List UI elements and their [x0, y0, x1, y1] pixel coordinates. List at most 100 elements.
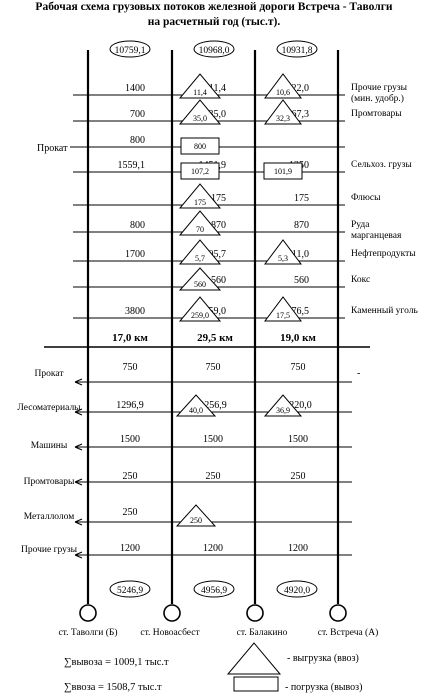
station-circle-1 [163, 604, 181, 622]
upper-row-7-value-2: 560 [294, 275, 309, 286]
upper-row-3-value-0: 1559,1 [118, 160, 146, 171]
upper-row-label-0-1: (мин. удобр.) [351, 93, 404, 104]
upper-row-label-5-1: марганцевая [351, 231, 402, 241]
title-line-2: на расчетный год (тыс.т). [147, 16, 281, 28]
upper-row-8-value-0: 3800 [125, 306, 145, 317]
lower-row-1-triangle-0-value: 40,0 [189, 406, 203, 415]
lower-row-label-2: Машины [31, 441, 68, 451]
upper-row-6-triangle-0-value: 5,7 [195, 254, 205, 263]
legend-sum-out: ∑вывоза = 1009,1 тыс.т [64, 657, 169, 668]
lower-dash: - [357, 368, 360, 379]
bottom-total-ellipse-2 [276, 580, 318, 598]
lower-row-label-3: Промтовары [24, 477, 75, 487]
upper-row-0-triangle-0-value: 11,4 [193, 88, 207, 97]
upper-row-0-value-0: 1400 [125, 83, 145, 94]
lower-row-2-value-2: 1500 [288, 434, 308, 445]
bottom-total-ellipse-0 [109, 580, 151, 598]
station-name-3: ст. Встреча (А) [318, 627, 379, 638]
upper-row-5-value-0: 800 [130, 220, 145, 231]
top-total-ellipse-0 [109, 40, 151, 58]
lower-row-2-value-0: 1500 [120, 434, 140, 445]
station-name-0: ст. Таволги (Б) [58, 627, 117, 638]
lower-row-label-4: Металлолом [24, 512, 75, 522]
top-total-value-2: 10931,8 [282, 46, 313, 56]
upper-row-3-rect-1 [263, 162, 303, 180]
lower-row-1-triangle-0 [175, 394, 217, 417]
upper-row-8-triangle-1 [264, 296, 302, 322]
lower-row-5-value-1: 1200 [203, 543, 223, 554]
upper-row-1-triangle-1 [264, 99, 302, 125]
top-total-ellipse-2 [276, 40, 318, 58]
upper-row-8-triangle-0 [178, 296, 222, 322]
distance-1: 29,5 км [197, 332, 233, 344]
top-total-value-0: 10759,1 [115, 46, 146, 56]
upper-row-0-value-2: 1422,0 [282, 83, 310, 94]
upper-row-label-3-0: Сельхоз. грузы [351, 160, 412, 170]
station-circle-0 [79, 604, 97, 622]
upper-row-6-triangle-0 [178, 239, 222, 265]
lower-row-0-value-2: 750 [291, 362, 306, 373]
bottom-total-ellipse-1 [193, 580, 235, 598]
lower-row-1-value-2: 1220,0 [284, 400, 312, 411]
upper-row-4-triangle-0-value: 175 [194, 198, 206, 207]
legend-triangle [226, 642, 282, 675]
upper-row-6-value-0: 1700 [125, 249, 145, 260]
upper-row-label-8-0: Каменный уголь [351, 305, 418, 316]
upper-row-1-triangle-0 [178, 99, 222, 125]
title-line-1: Рабочая схема грузовых потоков железной … [35, 1, 393, 13]
lower-row-1-value-0: 1296,9 [116, 400, 144, 411]
upper-row-3-rect-0-value: 107,2 [191, 167, 209, 176]
lower-row-5-value-2: 1200 [288, 543, 308, 554]
upper-row-5-value-1: 870 [211, 220, 226, 231]
bottom-total-value-0: 5246,9 [117, 586, 143, 596]
legend-sum-in: ∑ввоза = 1508,7 тыс.т [64, 682, 162, 693]
lower-row-4-triangle-0 [175, 504, 217, 527]
bottom-total-value-1: 4956,9 [201, 586, 227, 596]
upper-row-4-value-1: 175 [211, 193, 226, 204]
upper-row-7-triangle-0-value: 560 [194, 280, 206, 289]
lower-row-0-value-0: 750 [123, 362, 138, 373]
lower-row-0-value-1: 750 [206, 362, 221, 373]
upper-row-0-triangle-1-value: 10,6 [276, 88, 290, 97]
upper-row-3-rect-1-value: 101,9 [274, 167, 292, 176]
lower-row-label-1: Лесоматериалы [17, 403, 81, 413]
station-circle-3 [329, 604, 347, 622]
lower-row-3-value-1: 250 [206, 471, 221, 482]
upper-row-0-triangle-1 [264, 73, 302, 99]
lower-row-3-value-2: 250 [291, 471, 306, 482]
station-name-1: ст. Новоасбест [140, 627, 200, 638]
lower-row-label-5: Прочие грузы [21, 545, 78, 555]
upper-row-3-rect-0 [180, 162, 220, 180]
upper-row-label-7-0: Кокс [351, 275, 370, 285]
top-total-value-1: 10968,0 [199, 46, 230, 56]
upper-row-8-triangle-1-value: 17,5 [276, 311, 290, 320]
legend-triangle-label: - выгрузка (ввоз) [287, 653, 359, 664]
lower-row-1-triangle-1 [263, 394, 303, 417]
lower-row-5-value-0: 1200 [120, 543, 140, 554]
upper-row-2-rect-0-value: 800 [194, 142, 206, 151]
upper-row-label-4-0: Флюсы [351, 193, 381, 203]
upper-row-1-triangle-0-value: 35,0 [193, 114, 207, 123]
upper-row-8-triangle-0-value: 259,0 [191, 311, 209, 320]
upper-row-label-0-0: Прочие грузы [351, 83, 408, 93]
upper-row-7-triangle-0 [178, 267, 222, 291]
station-circle-2 [246, 604, 264, 622]
upper-row-7-value-1: 560 [211, 275, 226, 286]
upper-row-5-triangle-0-value: 70 [196, 225, 204, 234]
upper-row-label-5-0: Руда [351, 220, 370, 230]
upper-row-6-triangle-1-value: 5,3 [278, 254, 288, 263]
lower-row-4-value-0: 250 [123, 507, 138, 518]
diagram-title: Рабочая схема грузовых потоков железной … [0, 0, 428, 30]
upper-row-4-value-2: 175 [294, 193, 309, 204]
distance-0: 17,0 км [112, 332, 148, 344]
upper-row-label-6-0: Нефтепродукты [351, 248, 416, 259]
legend-rect [233, 676, 279, 692]
upper-row-8-value-2: 4076,5 [282, 306, 310, 317]
distance-2: 19,0 км [280, 332, 316, 344]
lower-row-label-0: Прокат [35, 369, 65, 379]
lower-row-1-triangle-1-value: 36,9 [276, 406, 290, 415]
lower-row-1-value-1: 1256,9 [199, 400, 227, 411]
upper-row-5-triangle-0 [178, 210, 222, 236]
upper-row-6-value-2: 1711,0 [282, 249, 309, 260]
